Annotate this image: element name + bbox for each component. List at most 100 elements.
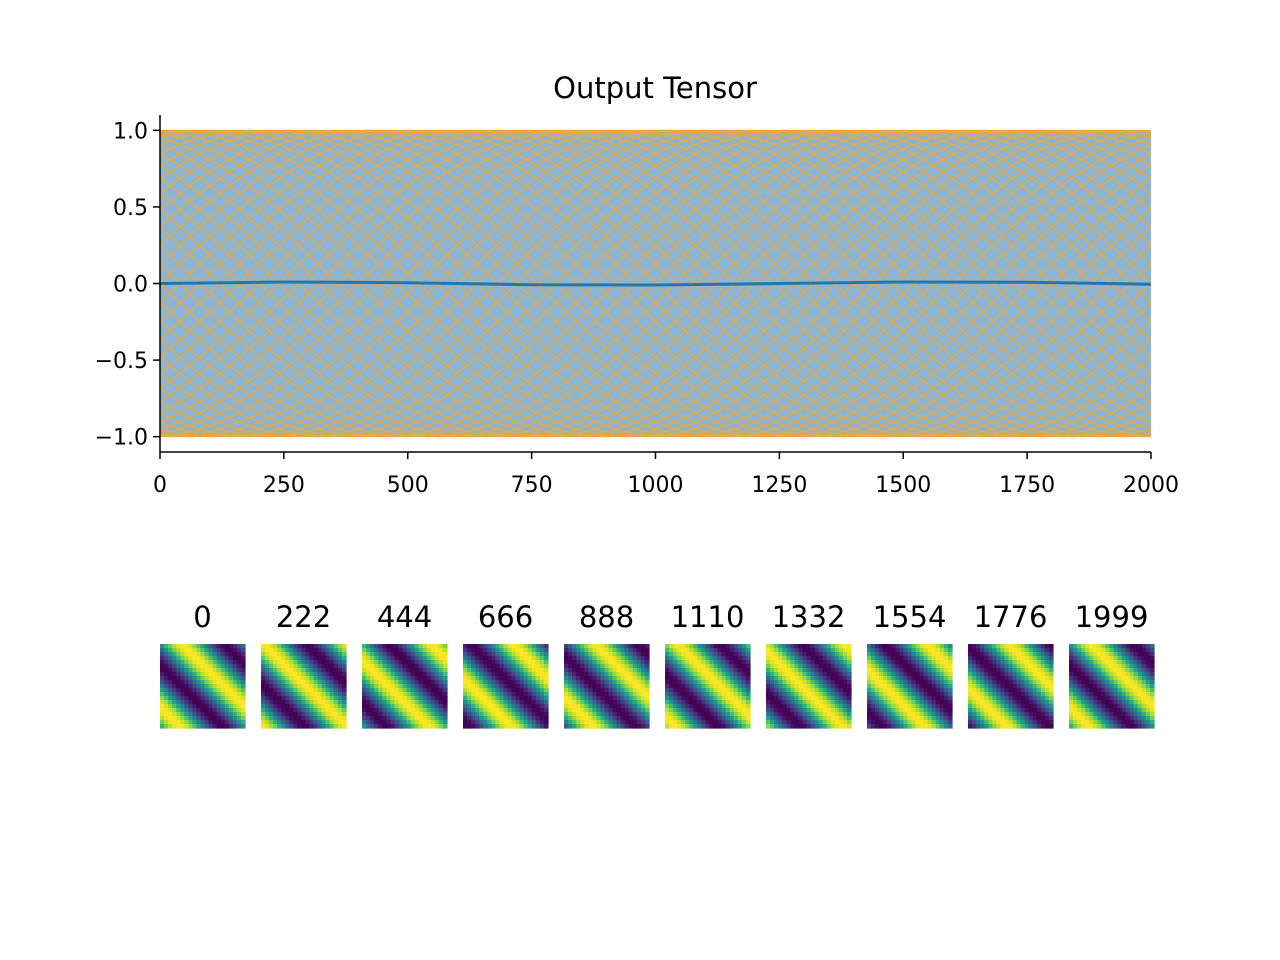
thumbnail-pixel [992, 684, 997, 689]
thumbnail-pixel [616, 680, 622, 685]
thumbnail-pixel [1077, 712, 1082, 717]
thumbnail-pixel [337, 696, 343, 701]
thumbnail-pixel [374, 700, 379, 705]
thumbnail-pixel [584, 700, 589, 705]
thumbnail-pixel [616, 684, 622, 689]
thumbnail-pixel [1097, 648, 1102, 653]
thumbnail-pixel [422, 668, 428, 673]
thumbnail-pixel [572, 648, 577, 653]
thumbnail-pixel [810, 716, 816, 721]
thumbnail-pixel [539, 680, 545, 685]
thumbnail-pixel [394, 692, 400, 697]
thumbnail-pixel [442, 700, 448, 705]
thumbnail-pixel [818, 680, 824, 685]
thumbnail-pixel [935, 720, 941, 725]
thumbnail-pixel [733, 716, 739, 721]
thumbnail-pixel [313, 720, 319, 725]
thumbnail-pixel [790, 684, 795, 689]
thumbnail-pixel [176, 692, 181, 697]
thumbnail-pixel [475, 648, 480, 653]
thumbnail-pixel [939, 688, 945, 693]
thumbnail-pixel [188, 652, 193, 657]
thumbnail-pixel [297, 724, 303, 729]
thumbnail-pixel [644, 688, 650, 693]
thumbnail-pixel [580, 724, 585, 729]
thumbnail-pixel [782, 644, 787, 649]
thumbnail-pixel [305, 720, 311, 725]
thumbnail-pixel [325, 664, 331, 669]
thumbnail-pixel [1145, 644, 1151, 649]
thumbnail-pixel [236, 684, 242, 689]
thumbnail-pixel [984, 648, 989, 653]
thumbnail-pixel [624, 644, 630, 649]
thumbnail-pixel [871, 700, 876, 705]
thumbnail-pixel [806, 712, 812, 717]
thumbnail-pixel [871, 684, 876, 689]
thumbnail-pixel [499, 724, 505, 729]
thumbnail-pixel [168, 716, 173, 721]
thumbnail-pixel [1077, 668, 1082, 673]
thumbnail-pixel [665, 704, 670, 709]
thumbnail-pixel [499, 676, 505, 681]
thumbnail-pixel [1117, 656, 1123, 661]
thumbnail-pixel [394, 680, 400, 685]
thumbnail-pixel [240, 704, 246, 709]
thumbnail-pixel [923, 660, 929, 665]
thumbnail-pixel [394, 652, 400, 657]
thumbnail-pixel [1101, 660, 1107, 665]
thumbnail-pixel [721, 716, 727, 721]
thumbnail-pixel [329, 664, 335, 669]
thumbnail-pixel [572, 672, 577, 677]
thumbnail-pixel [778, 696, 783, 701]
thumbnail-pixel [931, 684, 937, 689]
thumbnail-pixel [216, 724, 222, 729]
thumbnail-pixel [438, 656, 444, 661]
thumbnail-pixel [632, 712, 638, 717]
thumbnail-pixel [168, 644, 173, 649]
thumbnail-pixel [584, 656, 589, 661]
thumbnail-pixel [1004, 708, 1010, 713]
thumbnail-pixel [935, 676, 941, 681]
thumbnail-pixel [309, 656, 315, 661]
thumbnail-pixel [1149, 704, 1155, 709]
thumbnail-pixel [410, 652, 416, 657]
thumbnail-pixel [616, 716, 622, 721]
thumbnail-pixel [1101, 720, 1107, 725]
thumbnail-pixel [362, 648, 367, 653]
thumbnail-pixel [333, 684, 339, 689]
thumbnail-pixel [576, 696, 581, 701]
thumbnail-pixel [1069, 660, 1074, 665]
thumbnail-pixel [580, 672, 585, 677]
thumbnail-pixel [1024, 708, 1030, 713]
thumbnail-pixel [414, 680, 420, 685]
thumbnail-pixel [1149, 648, 1155, 653]
thumbnail-pixel [915, 692, 921, 697]
thumbnail-pixel [1008, 644, 1014, 649]
thumbnail-pixel [463, 664, 468, 669]
thumbnail-pixel [693, 648, 698, 653]
thumbnail-pixel [717, 648, 723, 653]
thumbnail-pixel [935, 660, 941, 665]
thumbnail-pixel [600, 644, 606, 649]
thumbnail-pixel [1101, 692, 1107, 697]
thumbnail-pixel [487, 696, 492, 701]
thumbnail-pixel [370, 696, 375, 701]
thumbnail-pixel [285, 688, 290, 693]
thumbnail-pixel [196, 656, 202, 661]
thumbnail-pixel [798, 656, 804, 661]
thumbnail-pixel [903, 720, 909, 725]
thumbnail-pixel [786, 708, 791, 713]
thumbnail-pixel [398, 660, 404, 665]
thumbnail-pixel [745, 648, 751, 653]
thumbnail-pixel [709, 724, 715, 729]
thumbnail-pixel [1073, 660, 1078, 665]
thumbnail-pixel [362, 712, 367, 717]
thumbnail-pixel [507, 716, 513, 721]
thumbnail-pixel [620, 680, 626, 685]
thumbnail-pixel [903, 668, 909, 673]
thumbnail-pixel [1004, 648, 1010, 653]
thumbnail-pixel [321, 696, 327, 701]
thumbnail-pixel [386, 700, 391, 705]
thumbnail-pixel [943, 700, 949, 705]
thumbnail-pixel [471, 688, 476, 693]
